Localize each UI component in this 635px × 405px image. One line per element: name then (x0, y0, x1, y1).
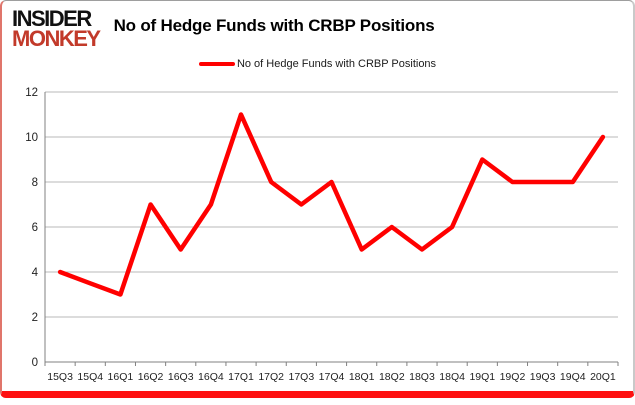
x-tick-label: 19Q3 (530, 371, 556, 383)
y-tick-label: 0 (32, 357, 38, 369)
logo-line-insider: INSIDER (12, 6, 92, 31)
x-tick-label: 19Q4 (560, 371, 586, 383)
hedge-funds-line-series (57, 112, 606, 297)
y-tick-label: 8 (32, 177, 38, 189)
x-tick-label: 19Q2 (500, 371, 526, 383)
y-tick-label: 12 (25, 87, 38, 99)
x-tick-label: 20Q1 (590, 371, 616, 383)
x-tick-label: 19Q1 (469, 371, 495, 383)
x-tick-label: 17Q2 (258, 371, 284, 383)
x-tick-label: 18Q3 (409, 371, 435, 383)
logo-line-monkey: MONKEY (12, 26, 101, 52)
chart-legend: No of Hedge Funds with CRBP Positions (2, 58, 633, 70)
x-tick-label: 15Q4 (77, 371, 103, 383)
x-tick-label: 16Q3 (168, 371, 194, 383)
x-tick-label: 16Q1 (108, 371, 134, 383)
x-tick-label: 18Q2 (379, 371, 405, 383)
y-tick-label: 10 (25, 132, 38, 144)
legend-line-swatch (198, 62, 235, 66)
x-tick-label: 17Q1 (228, 371, 254, 383)
x-tick-label: 16Q4 (198, 371, 224, 383)
chart-svg: 0 2 4 6 8 10 12 15Q3 15Q4 16Q1 16Q2 16Q3 16Q4 17Q1 17Q… (25, 87, 619, 383)
x-tick-label: 17Q3 (288, 371, 314, 383)
x-tick-label: 18Q1 (349, 371, 375, 383)
y-tick-label: 2 (32, 312, 38, 324)
x-tick-label: 18Q4 (439, 371, 465, 383)
y-tick-label: 6 (32, 222, 38, 234)
chart-title: No of Hedge Funds with CRBP Positions (113, 16, 435, 35)
x-tick-label: 16Q2 (138, 371, 164, 383)
y-tick-label: 4 (32, 267, 39, 279)
chart-header: INSIDER MONKEY No of Hedge Funds with CR… (12, 6, 435, 52)
legend-label: No of Hedge Funds with CRBP Positions (236, 58, 437, 70)
x-tick-label: 17Q4 (319, 371, 345, 383)
x-tick-label: 15Q3 (47, 371, 73, 383)
insider-monkey-logo: INSIDER MONKEY (12, 6, 101, 52)
